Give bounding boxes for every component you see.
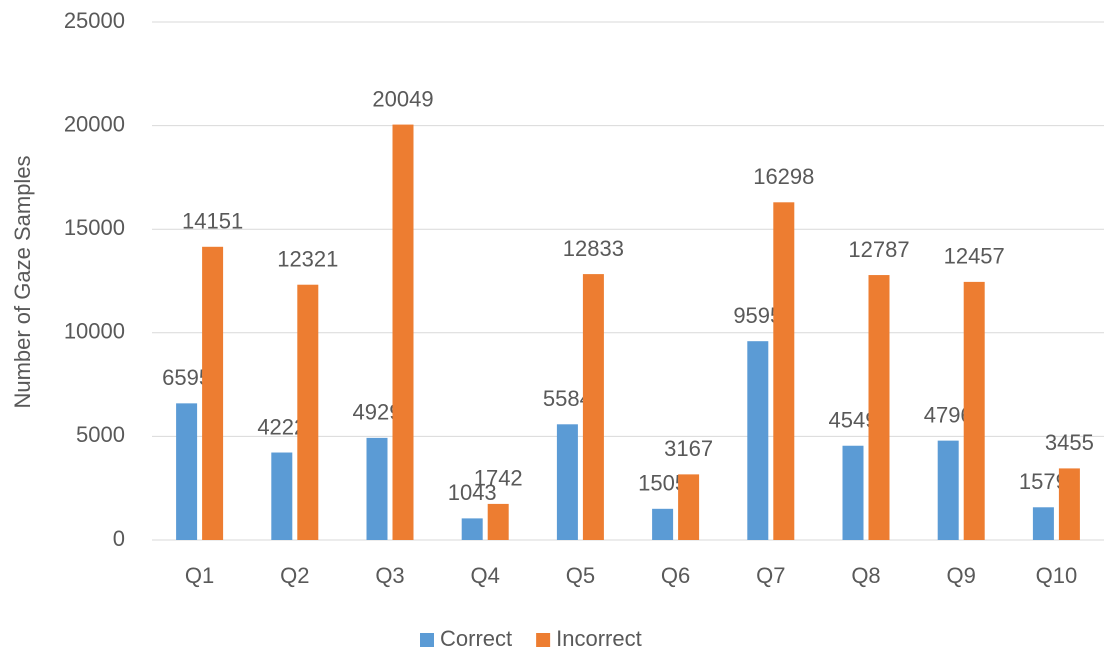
y-tick-label: 20000	[64, 111, 125, 136]
x-tick-label: Q8	[851, 563, 880, 588]
data-label: 12321	[277, 247, 338, 272]
bar	[271, 452, 293, 540]
y-axis-title: Number of Gaze Samples	[10, 155, 35, 408]
data-label: 1043	[448, 480, 497, 505]
bar	[937, 440, 959, 540]
bar	[652, 508, 674, 540]
x-tick-label: Q5	[566, 563, 595, 588]
bar	[202, 246, 224, 541]
x-tick-label: Q2	[280, 563, 309, 588]
bar	[747, 341, 769, 540]
bar	[1032, 507, 1054, 540]
bar	[773, 202, 795, 541]
bar	[963, 281, 985, 540]
bar	[556, 424, 578, 540]
data-label: 3455	[1045, 430, 1094, 455]
bar	[176, 403, 198, 540]
data-label: 20049	[372, 86, 433, 111]
data-label: 16298	[753, 164, 814, 189]
legend-label: Incorrect	[556, 626, 642, 651]
y-tick-label: 25000	[64, 8, 125, 33]
x-tick-label: Q9	[947, 563, 976, 588]
bar	[842, 445, 864, 540]
data-label: 12787	[848, 237, 909, 262]
data-label: 3167	[664, 436, 713, 461]
data-label: 14151	[182, 209, 243, 234]
y-tick-label: 15000	[64, 215, 125, 240]
bar	[366, 437, 388, 540]
data-label: 12457	[944, 244, 1005, 269]
bar	[1058, 468, 1080, 540]
x-tick-label: Q6	[661, 563, 690, 588]
bar	[392, 124, 414, 540]
bar	[487, 503, 509, 540]
bar	[582, 274, 604, 540]
x-tick-label: Q4	[471, 563, 500, 588]
data-label: 12833	[563, 236, 624, 261]
bar	[461, 518, 483, 540]
bar	[678, 474, 700, 540]
bar	[297, 284, 319, 540]
x-tick-label: Q10	[1036, 563, 1078, 588]
x-tick-label: Q7	[756, 563, 785, 588]
x-tick-label: Q3	[375, 563, 404, 588]
legend-swatch	[536, 633, 551, 647]
legend-label: Correct	[440, 626, 512, 651]
data-label: 1742	[474, 466, 523, 491]
legend-swatch	[420, 633, 434, 647]
bar	[868, 275, 890, 540]
y-tick-label: 5000	[76, 422, 125, 447]
y-tick-label: 10000	[64, 319, 125, 344]
x-tick-label: Q1	[185, 563, 214, 588]
y-tick-label: 0	[113, 526, 125, 551]
